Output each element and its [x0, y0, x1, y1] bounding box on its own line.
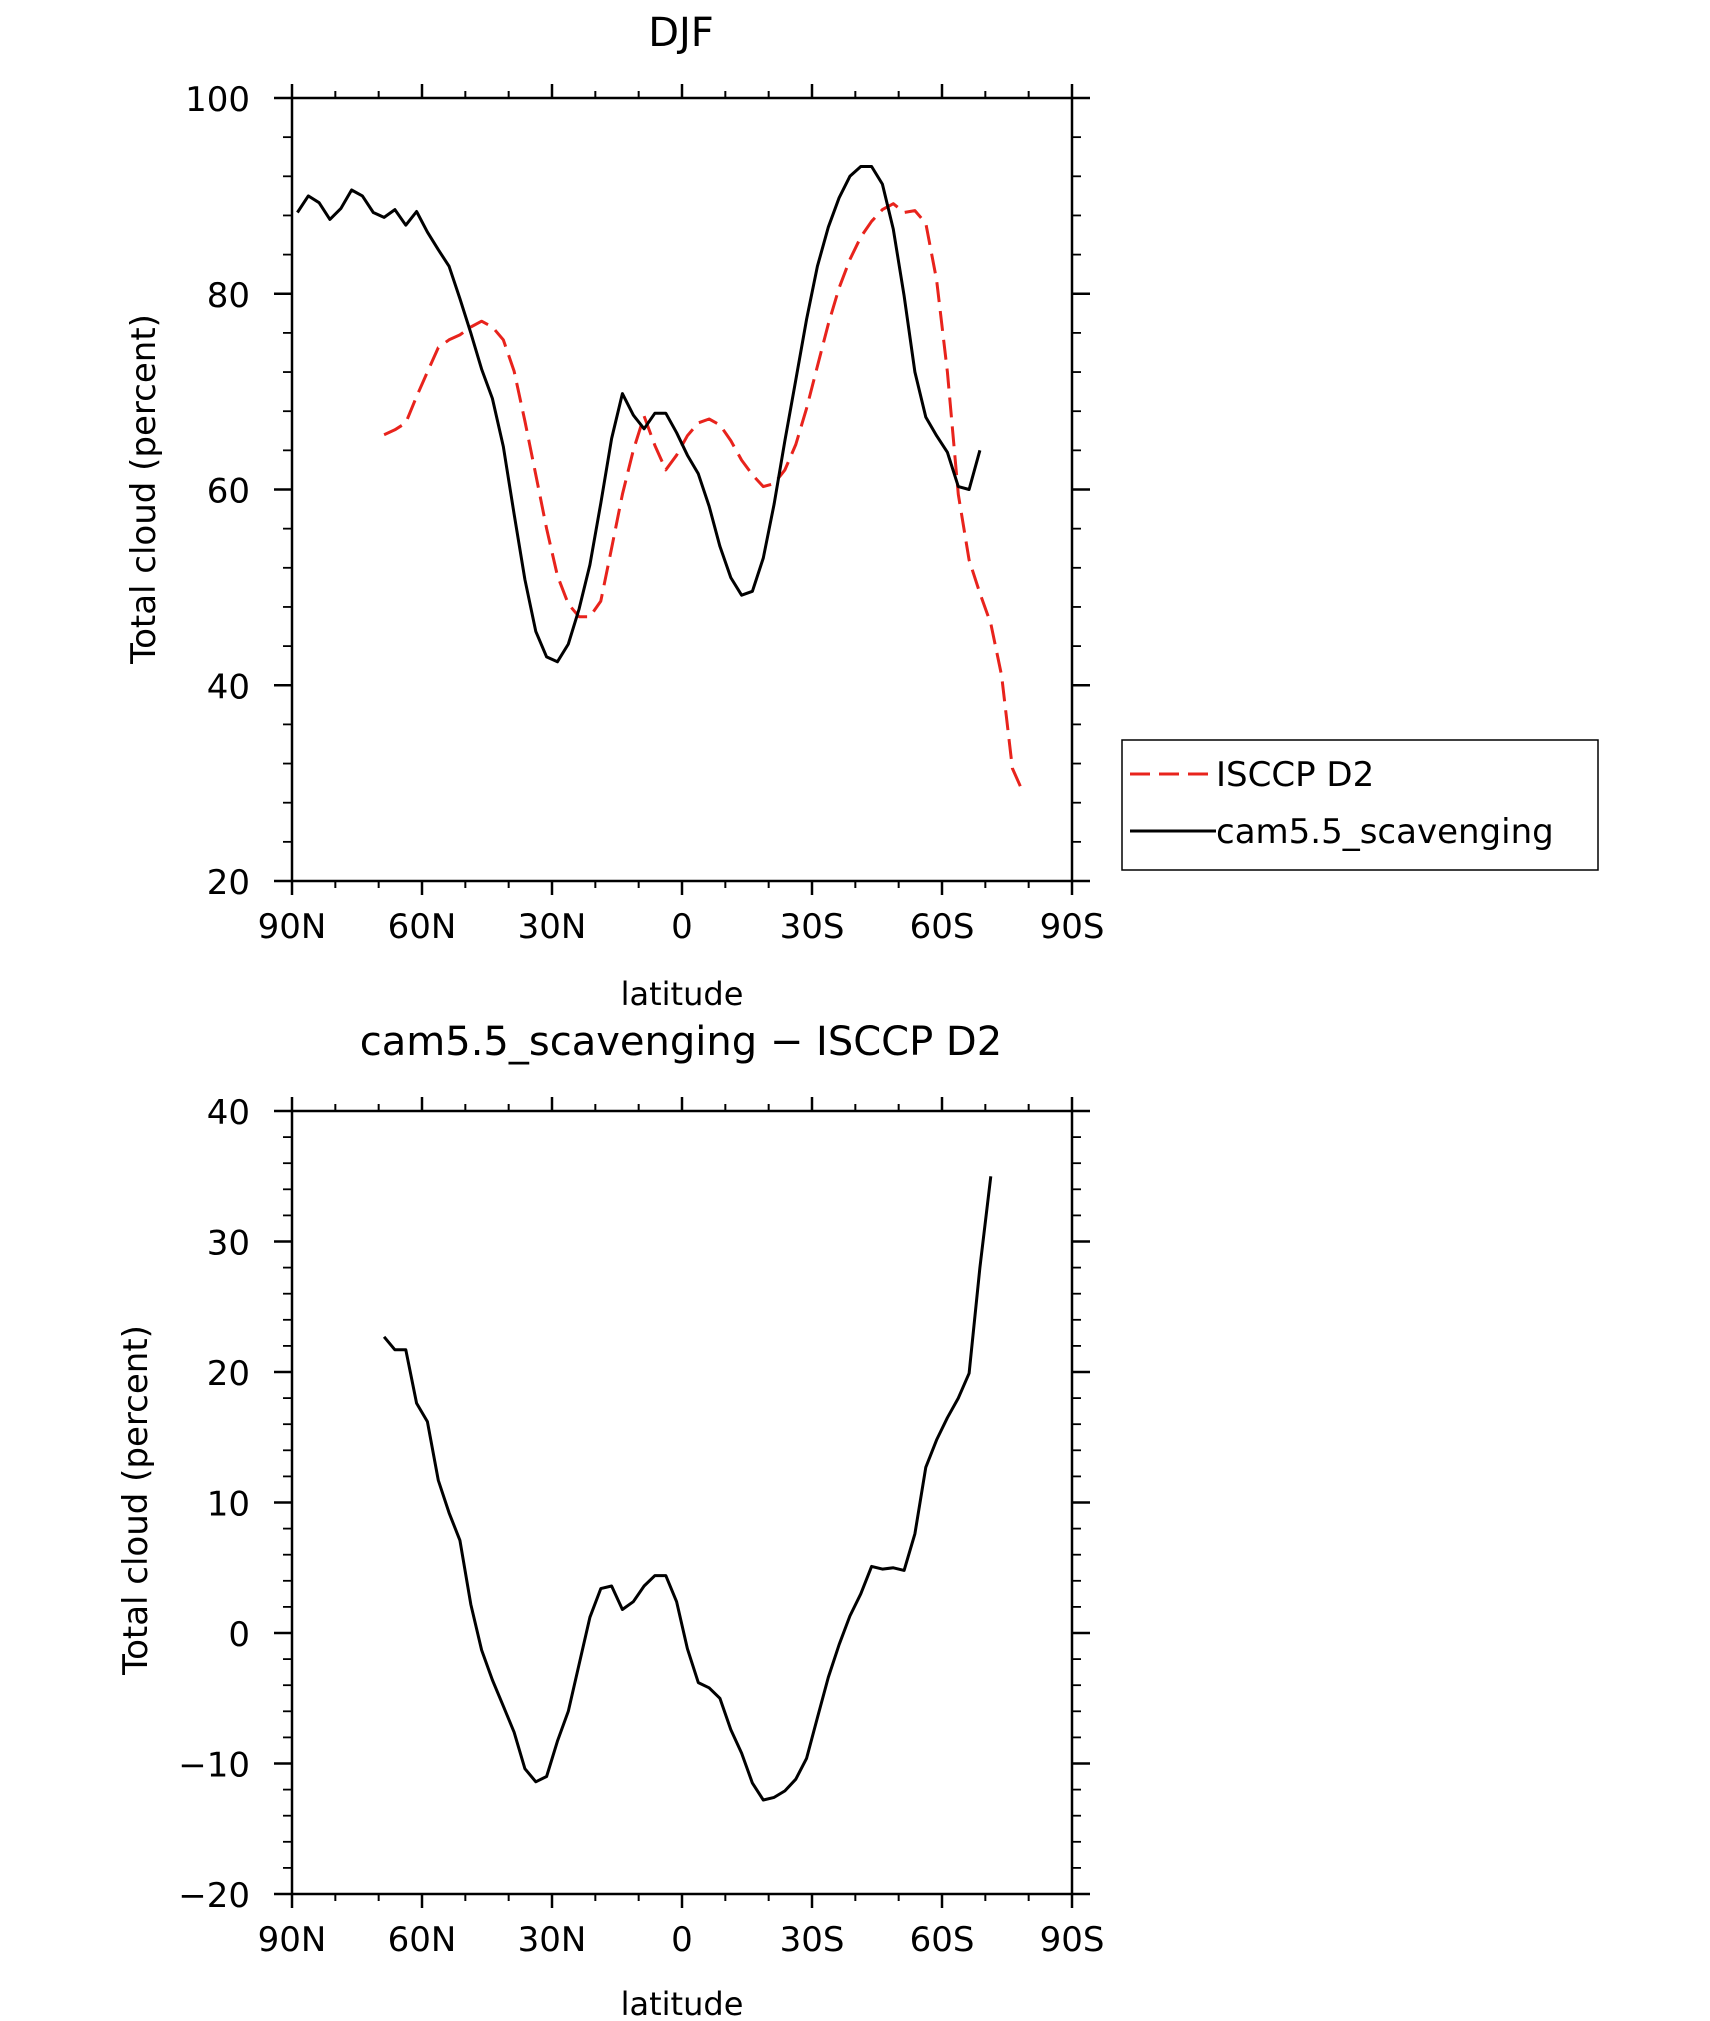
bottom-chart-title: cam5.5_scavenging − ISCCP D2 [360, 1019, 1002, 1065]
top-y-tick-label-60: 60 [207, 472, 250, 512]
bottom-x-tick-label-30n: 30N [518, 1920, 587, 1960]
top-y-tick-label-80: 80 [207, 276, 250, 316]
bottom-x-tick-label-90n: 90N [258, 1920, 327, 1960]
bottom-x-tick-label-90s: 90S [1040, 1920, 1105, 1960]
top-plot-frame [290, 96, 1074, 883]
legend-label-isccp-d2: ISCCP D2 [1216, 755, 1374, 795]
bottom-series-line-difference [382, 1176, 993, 1802]
bottom-y-tick-label-20: 20 [207, 1354, 250, 1394]
top-y-axis-label: Total cloud (percent) [124, 314, 164, 665]
bottom-x-tick-label-60s: 60S [910, 1920, 975, 1960]
bottom-x-tick-label-0: 0 [671, 1920, 693, 1960]
bottom-y-tick-label-40: 40 [207, 1093, 250, 1133]
top-axis-ticks [274, 84, 1090, 895]
bottom-plot-frame [290, 1109, 1074, 1896]
bottom-x-tick-label-30s: 30S [780, 1920, 845, 1960]
bottom-x-tick-labels: 90N 60N 30N 0 30S 60S 90S [258, 1920, 1105, 1960]
bottom-y-tick-label-30: 30 [207, 1224, 250, 1264]
bottom-x-axis-label: latitude [621, 1985, 744, 2021]
bottom-y-axis-label: Total cloud (percent) [116, 1325, 156, 1676]
bottom-y-tick-label-10: −10 [178, 1746, 250, 1786]
top-x-tick-label-60n: 60N [388, 907, 457, 947]
top-x-tick-label-60s: 60S [910, 907, 975, 947]
top-chart-title: DJF [648, 10, 714, 56]
top-series-line-cam5-5-scavenging [296, 165, 982, 664]
bottom-y-tick-labels: −20 −10 0 10 20 30 40 [178, 1093, 250, 1916]
top-y-tick-label-20: 20 [207, 863, 250, 903]
top-x-tick-labels: 90N 60N 30N 0 30S 60S 90S [258, 907, 1105, 947]
top-x-axis-label: latitude [621, 975, 744, 1013]
bottom-y-tick-label-10: 10 [207, 1485, 250, 1525]
bottom-axis-ticks [274, 1097, 1090, 1908]
bottom-y-tick-label-0: 0 [228, 1615, 250, 1655]
bottom-series-group [382, 1176, 993, 1802]
top-panel: DJF 20 40 60 80 100 90N 60N 30N 0 30S 60S 90S lati… [124, 10, 1599, 1013]
legend: ISCCP D2 cam5.5_scavenging [1121, 739, 1599, 871]
top-series-line-isccp-d2 [383, 202, 1025, 794]
top-x-tick-label-0: 0 [671, 907, 693, 947]
legend-box [1121, 739, 1599, 871]
top-series-group [296, 165, 1025, 794]
bottom-panel: cam5.5_scavenging − ISCCP D2 −20 −10 0 10 20… [116, 1019, 1104, 2021]
bottom-x-tick-label-60n: 60N [388, 1920, 457, 1960]
top-x-tick-label-90s: 90S [1040, 907, 1105, 947]
top-x-tick-label-30s: 30S [780, 907, 845, 947]
top-x-tick-label-30n: 30N [518, 907, 587, 947]
top-y-tick-labels: 20 40 60 80 100 [185, 80, 250, 903]
top-y-tick-label-100: 100 [185, 80, 250, 120]
legend-label-cam5-5-scavenging: cam5.5_scavenging [1216, 812, 1554, 852]
top-y-tick-label-40: 40 [207, 667, 250, 707]
bottom-y-tick-label-20: −20 [178, 1876, 250, 1916]
top-x-tick-label-90n: 90N [258, 907, 327, 947]
